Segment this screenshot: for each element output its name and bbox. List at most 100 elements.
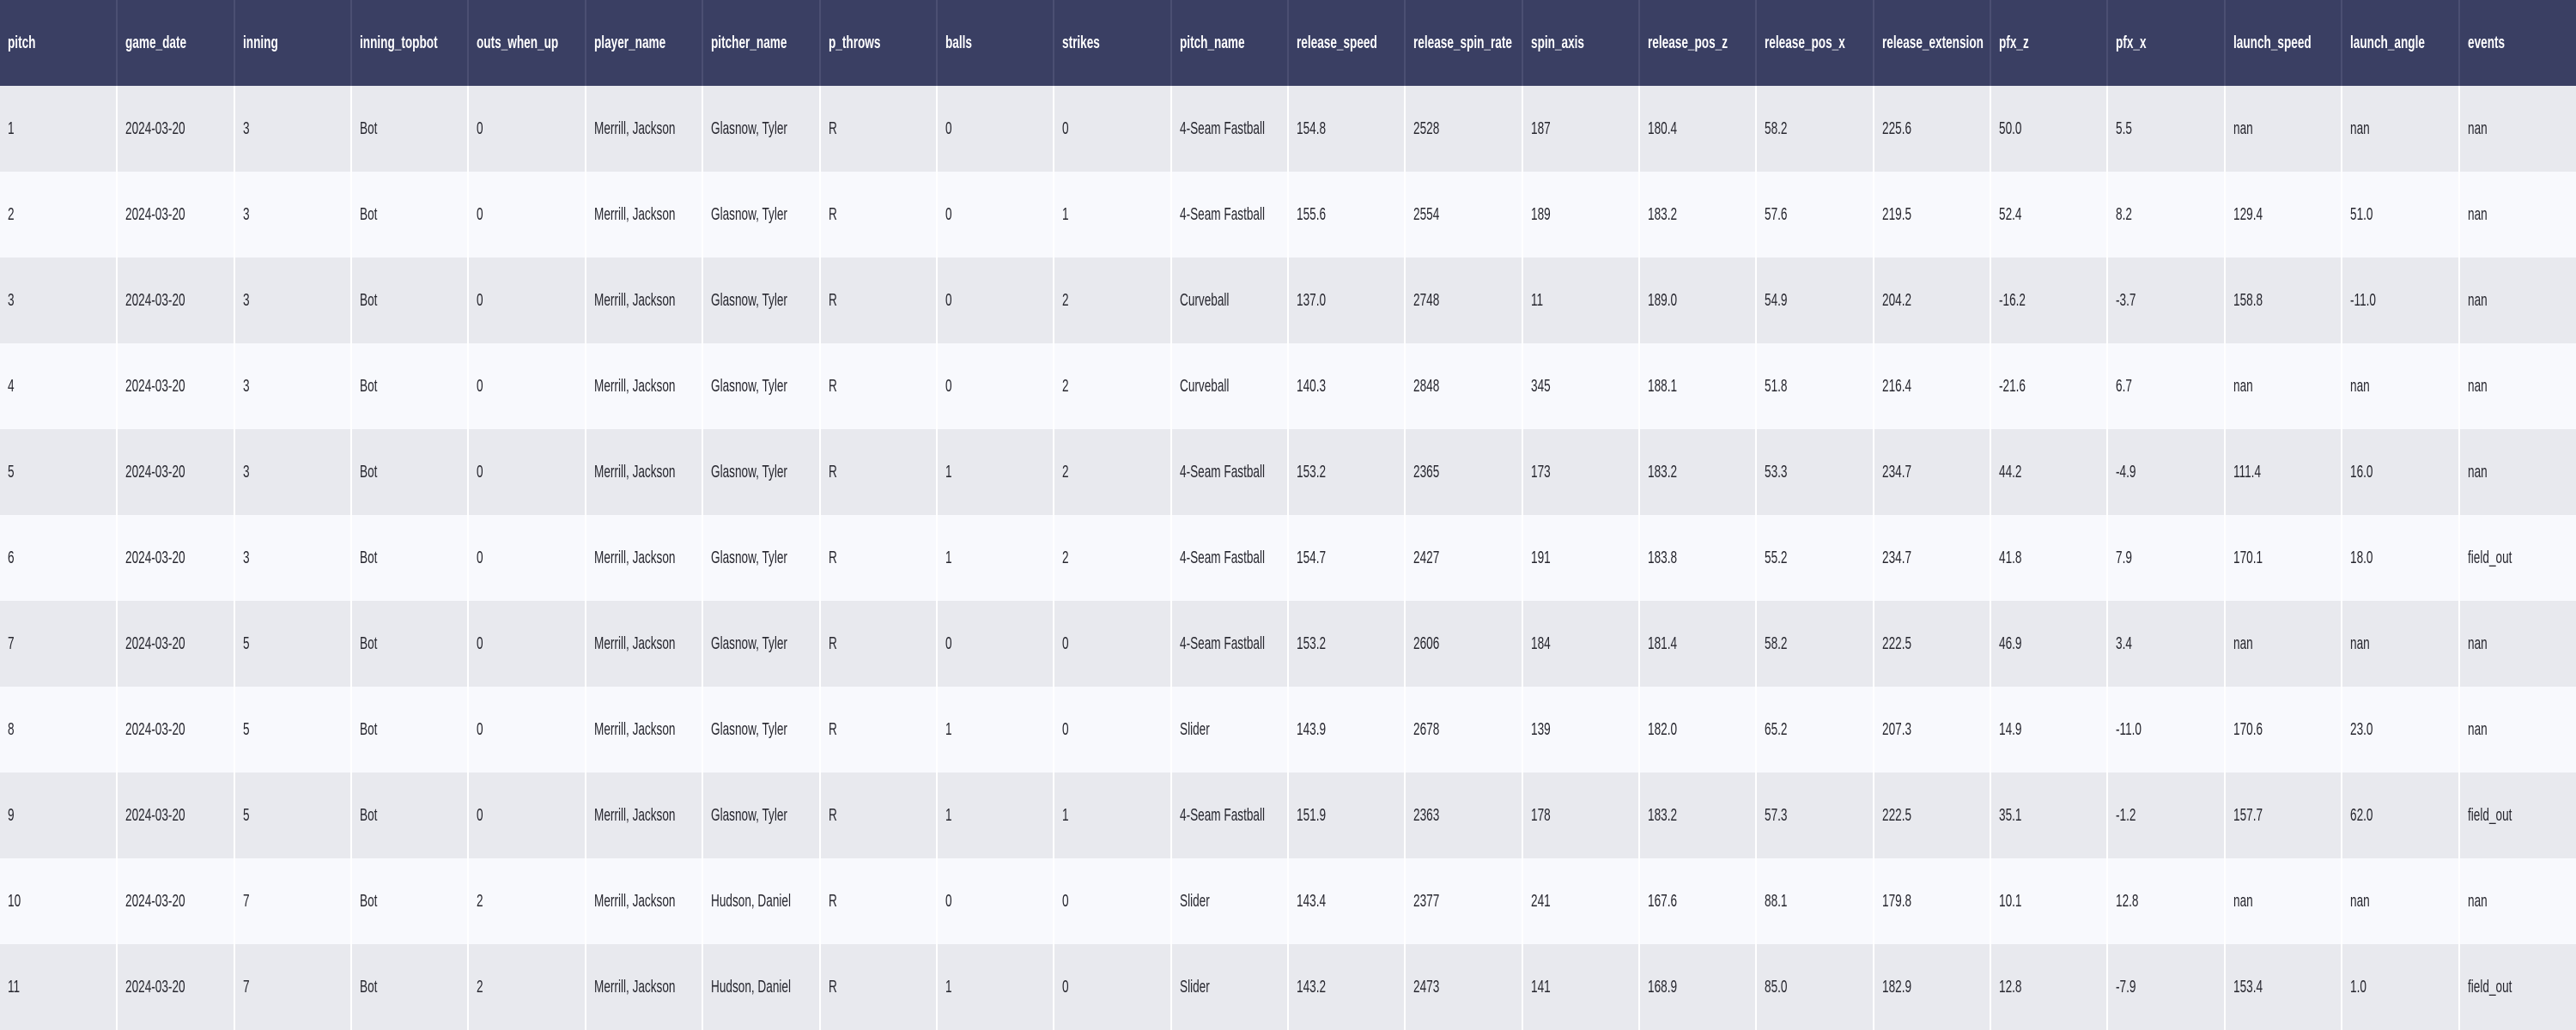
- cell-value: Glasnow, Tyler: [711, 462, 788, 482]
- cell-value: 2365: [1413, 462, 1440, 482]
- cell-inning: 7: [233, 944, 352, 1030]
- cell-pfx_z: 35.1: [1990, 772, 2108, 858]
- cell-value: 0: [945, 891, 952, 911]
- cell-value: Merrill, Jackson: [593, 118, 676, 138]
- cell-value: 1: [945, 548, 952, 567]
- column-header-release_speed: release_speed: [1286, 0, 1406, 86]
- cell-release_pos_z: 183.2: [1638, 429, 1757, 515]
- cell-spin_axis: 178: [1521, 772, 1640, 858]
- cell-value: field_out: [2467, 977, 2512, 997]
- cell-value: Bot: [360, 548, 378, 567]
- cell-value: 143.9: [1296, 719, 1326, 739]
- cell-pfx_z: -16.2: [1990, 258, 2108, 343]
- cell-launch_angle: 1.0: [2341, 944, 2459, 1030]
- cell-spin_axis: 191: [1521, 515, 1640, 601]
- cell-release_spin_rate: 2528: [1404, 86, 1522, 172]
- column-header-label: pitcher_name: [711, 33, 787, 52]
- cell-value: 170.6: [2233, 719, 2263, 739]
- cell-pitch: 1: [0, 86, 118, 172]
- cell-value: 65.2: [1765, 719, 1788, 739]
- cell-value: 0: [477, 805, 484, 825]
- cell-value: 179.8: [1881, 891, 1911, 911]
- cell-release_extension: 222.5: [1872, 772, 1991, 858]
- cell-value: 0: [477, 376, 484, 396]
- cell-pitcher_name: Glasnow, Tyler: [702, 258, 820, 343]
- cell-player_name: Merrill, Jackson: [584, 429, 703, 515]
- cell-value: 182.0: [1648, 719, 1678, 739]
- cell-value: 0: [477, 118, 484, 138]
- cell-value: 23.0: [2350, 719, 2373, 739]
- cell-value: 8: [8, 719, 15, 739]
- column-header-label: release_spin_rate: [1413, 33, 1513, 52]
- column-header-inning_topbot: inning_topbot: [350, 0, 469, 86]
- cell-release_pos_z: 181.4: [1638, 601, 1757, 687]
- cell-pitch_name: 4-Seam Fastball: [1170, 172, 1288, 258]
- cell-player_name: Merrill, Jackson: [584, 944, 703, 1030]
- cell-value: Curveball: [1179, 376, 1230, 396]
- cell-launch_angle: nan: [2341, 86, 2459, 172]
- cell-value: 345: [1530, 376, 1551, 396]
- cell-inning_topbot: Bot: [350, 601, 469, 687]
- column-header-release_pos_z: release_pos_z: [1638, 0, 1757, 86]
- cell-inning: 3: [233, 515, 352, 601]
- cell-pitcher_name: Glasnow, Tyler: [702, 515, 820, 601]
- cell-release_spin_rate: 2848: [1404, 343, 1522, 429]
- cell-value: 88.1: [1765, 891, 1788, 911]
- cell-value: R: [828, 204, 837, 224]
- cell-release_speed: 137.0: [1286, 258, 1406, 343]
- cell-player_name: Merrill, Jackson: [584, 858, 703, 944]
- column-header-pitch: pitch: [0, 0, 118, 86]
- cell-value: Bot: [360, 891, 378, 911]
- cell-inning_topbot: Bot: [350, 258, 469, 343]
- cell-outs_when_up: 0: [467, 515, 586, 601]
- column-header-label: launch_angle: [2350, 33, 2426, 52]
- cell-value: R: [828, 719, 837, 739]
- cell-pitch_name: Slider: [1170, 687, 1288, 772]
- header-row: pitch game_date inning inning_topbot outs_wh…: [0, 0, 2576, 86]
- cell-player_name: Merrill, Jackson: [584, 86, 703, 172]
- cell-strikes: 0: [1053, 858, 1171, 944]
- cell-value: 0: [945, 290, 952, 310]
- cell-value: 85.0: [1765, 977, 1788, 997]
- cell-value: 2: [8, 204, 15, 224]
- cell-inning_topbot: Bot: [350, 687, 469, 772]
- cell-value: R: [828, 633, 837, 653]
- cell-value: 153.4: [2233, 977, 2263, 997]
- cell-value: 4: [8, 376, 15, 396]
- cell-value: Bot: [360, 462, 378, 482]
- cell-value: R: [828, 977, 837, 997]
- column-header-spin_axis: spin_axis: [1521, 0, 1640, 86]
- cell-strikes: 2: [1053, 258, 1171, 343]
- cell-pfx_z: 10.1: [1990, 858, 2108, 944]
- column-header-label: pfx_x: [2116, 33, 2147, 52]
- cell-value: 0: [477, 719, 484, 739]
- cell-value: 183.2: [1648, 805, 1678, 825]
- cell-inning: 7: [233, 858, 352, 944]
- cell-pitcher_name: Hudson, Daniel: [702, 858, 820, 944]
- cell-release_pos_z: 183.2: [1638, 772, 1757, 858]
- cell-value: 3: [242, 462, 250, 482]
- cell-pitch_name: Curveball: [1170, 343, 1288, 429]
- cell-p_throws: R: [818, 687, 937, 772]
- cell-spin_axis: 345: [1521, 343, 1640, 429]
- cell-value: 54.9: [1765, 290, 1788, 310]
- cell-inning_topbot: Bot: [350, 772, 469, 858]
- cell-value: nan: [2350, 633, 2370, 653]
- cell-value: 155.6: [1296, 204, 1326, 224]
- cell-pitch_name: 4-Seam Fastball: [1170, 772, 1288, 858]
- cell-value: Glasnow, Tyler: [711, 204, 788, 224]
- cell-value: 2: [1062, 548, 1069, 567]
- cell-launch_angle: 23.0: [2341, 687, 2459, 772]
- cell-release_spin_rate: 2377: [1404, 858, 1522, 944]
- cell-pitch: 11: [0, 944, 118, 1030]
- cell-inning: 3: [233, 343, 352, 429]
- cell-value: 151.9: [1296, 805, 1326, 825]
- cell-value: 0: [945, 204, 952, 224]
- cell-value: 204.2: [1881, 290, 1911, 310]
- cell-value: 158.8: [2233, 290, 2263, 310]
- cell-launch_speed: 153.4: [2223, 944, 2342, 1030]
- cell-value: -11.0: [2116, 719, 2142, 739]
- cell-release_speed: 154.7: [1286, 515, 1406, 601]
- cell-value: 183.2: [1648, 204, 1678, 224]
